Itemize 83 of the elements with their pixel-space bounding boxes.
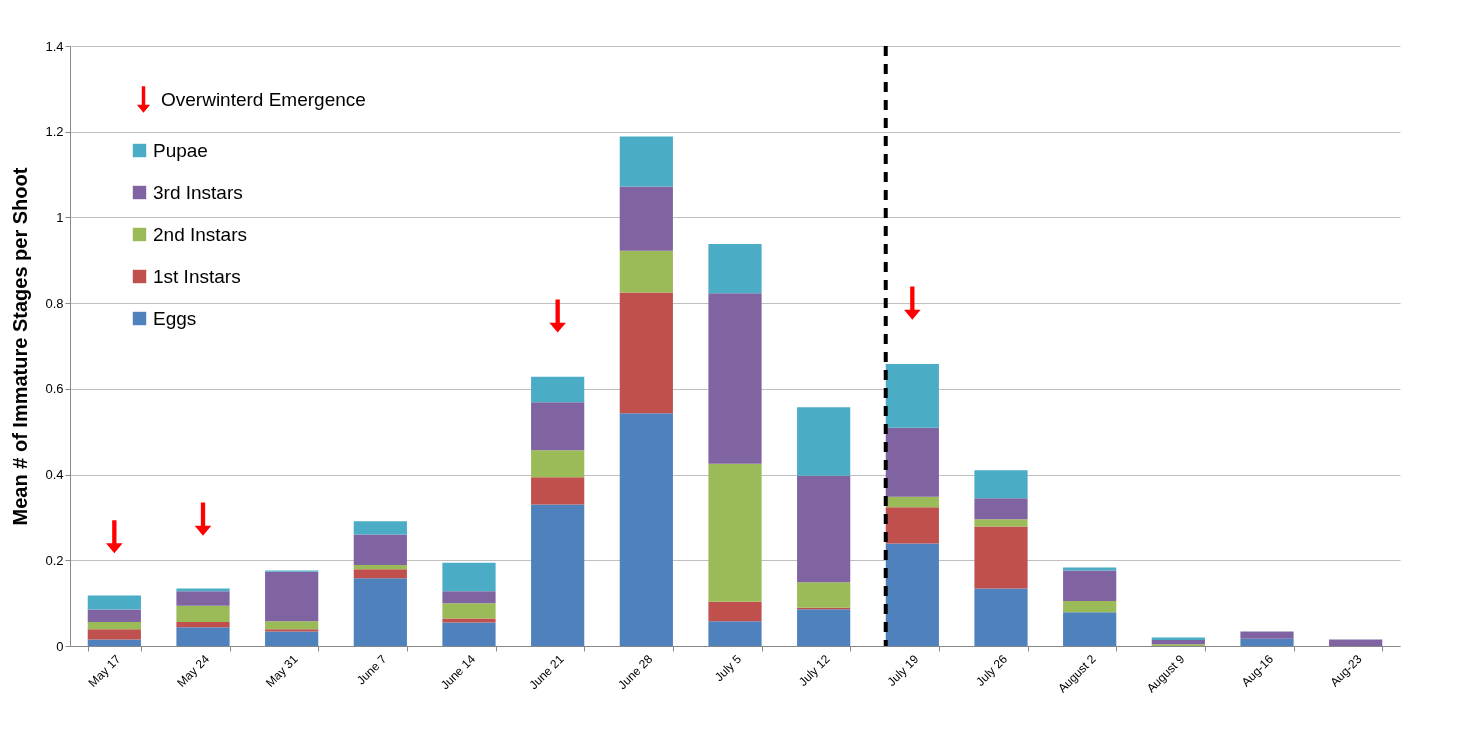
x-tick-label: May 17 bbox=[85, 651, 124, 690]
bar bbox=[1063, 612, 1117, 646]
bar bbox=[531, 504, 585, 646]
bar bbox=[1063, 567, 1117, 571]
bar bbox=[708, 621, 762, 646]
y-tick-label: 1.2 bbox=[45, 124, 64, 140]
x-tick-label: July 12 bbox=[795, 651, 833, 689]
x-tick-label: May 24 bbox=[174, 651, 213, 690]
bar bbox=[176, 591, 230, 606]
bar bbox=[885, 543, 939, 646]
legend-label: 2nd Instars bbox=[153, 223, 247, 245]
bar bbox=[885, 507, 939, 544]
y-tick-label: 0.8 bbox=[45, 295, 64, 311]
bar bbox=[974, 588, 1028, 646]
x-tick-label: June 14 bbox=[437, 651, 479, 693]
bar bbox=[1063, 601, 1117, 613]
x-tick-label: July 19 bbox=[884, 651, 922, 689]
bar bbox=[885, 364, 939, 428]
bar bbox=[708, 463, 762, 602]
legend-label: 3rd Instars bbox=[153, 181, 243, 203]
bar bbox=[531, 450, 585, 478]
bar bbox=[531, 477, 585, 505]
bar bbox=[619, 136, 673, 187]
x-tick-label: July 26 bbox=[973, 651, 1011, 689]
bar bbox=[797, 407, 851, 476]
bar bbox=[1329, 639, 1383, 646]
bar bbox=[885, 427, 939, 497]
bar bbox=[442, 591, 496, 604]
bar bbox=[353, 578, 407, 646]
y-tick-label: 1.4 bbox=[45, 38, 64, 54]
bar bbox=[708, 293, 762, 464]
legend-label: Overwinterd Emergence bbox=[161, 88, 366, 110]
bar bbox=[1240, 638, 1294, 646]
bar bbox=[1063, 570, 1117, 601]
bar bbox=[353, 569, 407, 579]
y-tick-label: 1 bbox=[56, 209, 64, 225]
bar bbox=[353, 565, 407, 570]
bar bbox=[442, 603, 496, 619]
bar bbox=[619, 413, 673, 646]
y-axis-title: Mean # of Immature Stages per Shoot bbox=[9, 167, 32, 526]
bar bbox=[619, 292, 673, 414]
bar bbox=[619, 186, 673, 251]
bar bbox=[353, 521, 407, 535]
bar bbox=[442, 562, 496, 592]
bar bbox=[974, 526, 1028, 589]
y-tick-label: 0.4 bbox=[45, 467, 64, 483]
bar bbox=[531, 376, 585, 403]
x-tick-label: July 5 bbox=[711, 651, 745, 685]
bar bbox=[531, 402, 585, 451]
bar bbox=[87, 629, 141, 640]
bar bbox=[265, 631, 319, 646]
bar bbox=[797, 582, 851, 608]
bar bbox=[797, 609, 851, 646]
bar bbox=[176, 605, 230, 622]
x-tick-label: May 31 bbox=[262, 651, 301, 690]
bar bbox=[442, 622, 496, 646]
bar bbox=[265, 571, 319, 622]
bar bbox=[708, 601, 762, 622]
bar bbox=[87, 622, 141, 630]
legend-label: 1st Instars bbox=[153, 265, 241, 287]
bar bbox=[619, 250, 673, 293]
bar bbox=[1240, 631, 1294, 639]
bar bbox=[176, 627, 230, 646]
bar bbox=[708, 244, 762, 294]
legend-label: Eggs bbox=[153, 307, 197, 329]
bar bbox=[974, 470, 1028, 499]
bar bbox=[87, 609, 141, 622]
bar bbox=[265, 621, 319, 630]
bar bbox=[974, 519, 1028, 527]
bar bbox=[265, 629, 319, 632]
bar bbox=[1151, 637, 1205, 640]
y-tick-label: 0.2 bbox=[45, 552, 64, 568]
y-tick-label: 0 bbox=[56, 638, 64, 654]
bar bbox=[797, 475, 851, 583]
bar bbox=[1151, 640, 1205, 645]
bar bbox=[87, 639, 141, 646]
bar bbox=[353, 534, 407, 565]
bar bbox=[176, 622, 230, 628]
y-tick-label: 0.6 bbox=[45, 381, 64, 397]
bar bbox=[974, 498, 1028, 520]
bar bbox=[885, 496, 939, 508]
legend-label: Pupae bbox=[153, 139, 208, 161]
bar bbox=[87, 595, 141, 610]
